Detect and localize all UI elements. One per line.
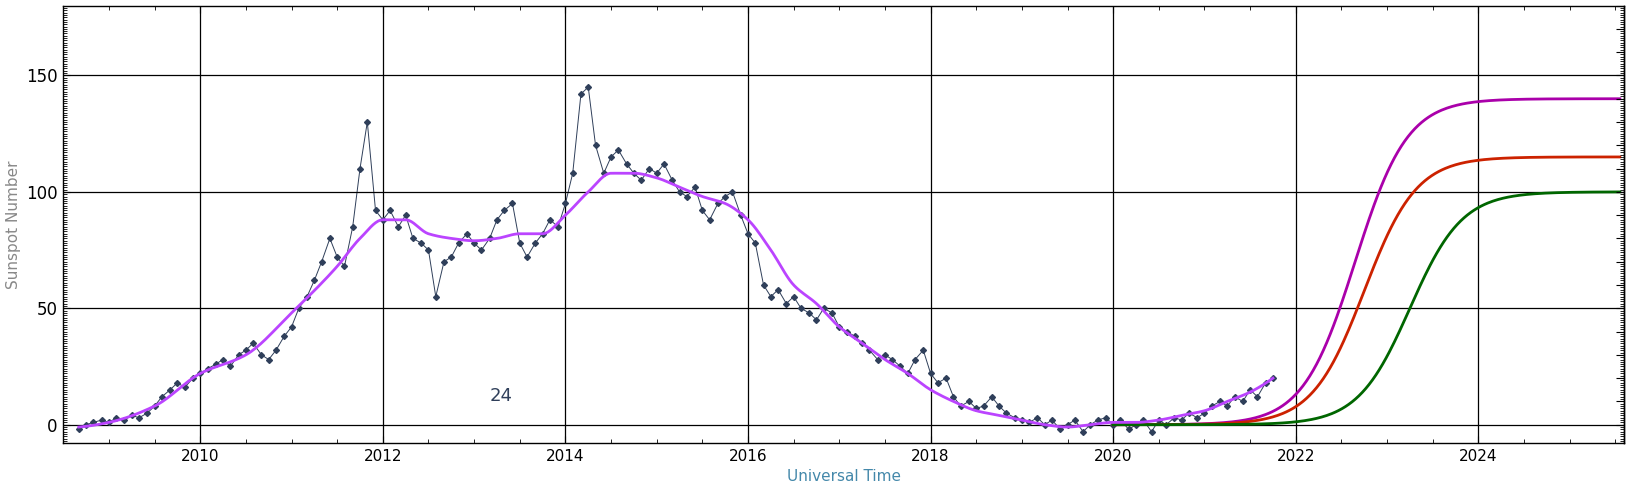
- Text: 24: 24: [491, 388, 513, 405]
- Y-axis label: Sunspot Number: Sunspot Number: [5, 160, 21, 289]
- X-axis label: Universal Time: Universal Time: [787, 469, 901, 485]
